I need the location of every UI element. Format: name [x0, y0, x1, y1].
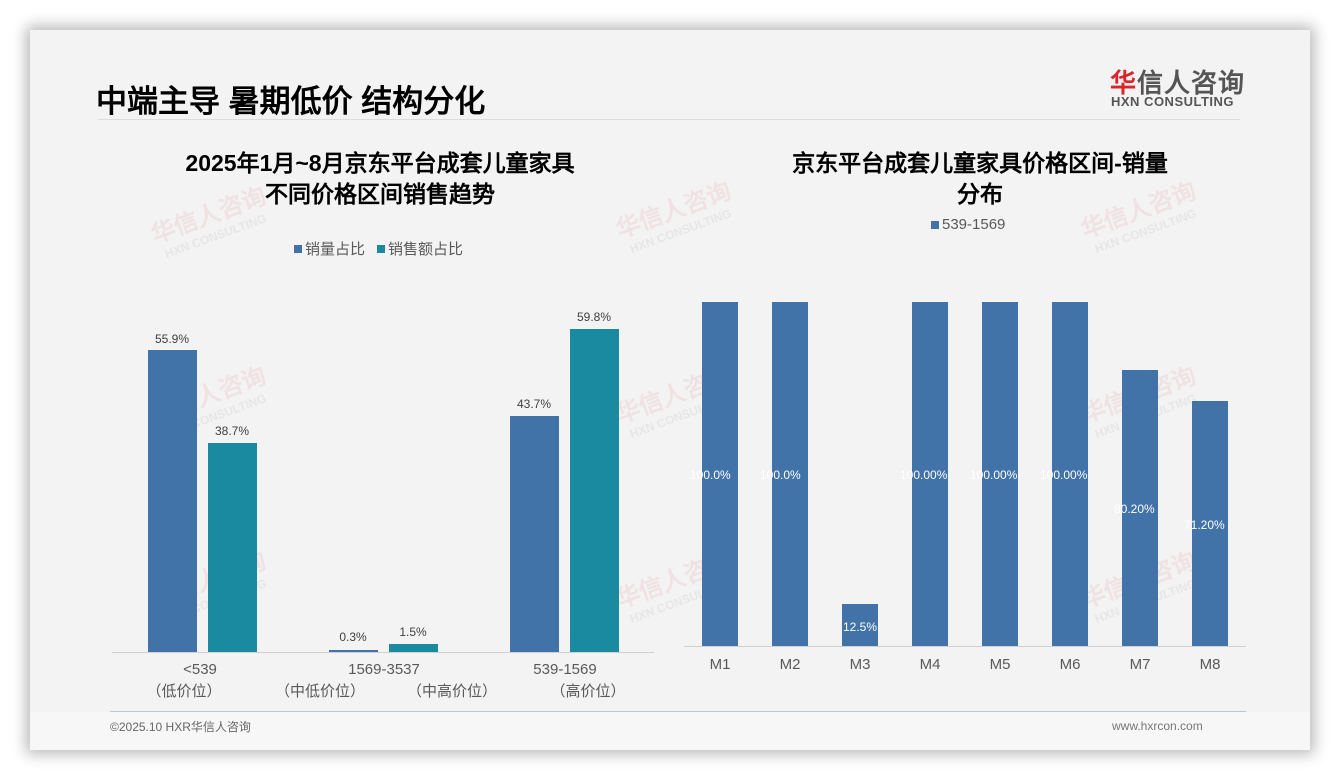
bar-m8: [1192, 401, 1228, 646]
data-label: 12.5%: [842, 620, 878, 634]
title-divider: [98, 119, 1240, 120]
right-chart-legend: 539-1569: [931, 216, 1005, 233]
x-tick-sublabel: （中低价位）: [274, 683, 365, 700]
x-tick-label: M8: [1199, 656, 1221, 673]
x-tick-sublabel: （中高价位）: [406, 683, 497, 700]
logo-subtitle: HXN CONSULTING: [1111, 94, 1235, 109]
legend-item: 销售额占比: [377, 238, 463, 259]
right-chart-title: 京东平台成套儿童家具价格区间-销量 分布: [792, 150, 1168, 207]
x-tick-label: M6: [1059, 656, 1081, 673]
bar-m7: [1122, 370, 1158, 646]
left-chart-title: 2025年1月~8月京东平台成套儿童家具 不同价格区间销售趋势: [185, 150, 575, 207]
bar-sales-amount-low: [208, 443, 257, 652]
legend-swatch-icon: [377, 244, 386, 253]
x-tick-label: M4: [919, 656, 941, 673]
data-label: 100.00%: [970, 468, 1018, 482]
footer-divider: [110, 711, 1246, 712]
bar-m4: [912, 302, 948, 646]
bar-m1: [702, 302, 738, 646]
data-label: 71.20%: [1184, 518, 1225, 532]
bar-sales-amount-high: [570, 329, 619, 652]
data-label: 80.20%: [1114, 502, 1155, 516]
slide: 华信人咨询 HXN CONSULTING 华信人咨询 HXN CONSULTING …: [30, 30, 1310, 750]
x-tick-label: <539: [183, 661, 217, 678]
x-tick-label: M7: [1129, 656, 1151, 673]
bar-sales-volume-high: [510, 416, 559, 652]
website-link[interactable]: www.hxrcon.com: [1112, 719, 1203, 733]
bar-sales-amount-mid: [389, 644, 438, 652]
footer: [30, 712, 1310, 750]
x-tick-sublabel: （低价位）: [146, 683, 222, 700]
x-tick-label: M1: [709, 656, 731, 673]
bar-m3: [842, 604, 878, 646]
x-tick-label: 1569-3537: [348, 661, 420, 678]
data-label: 100.00%: [1040, 468, 1088, 482]
left-chart-legend: 销量占比 销售额占比: [294, 238, 463, 259]
data-label: 0.3%: [339, 630, 367, 644]
legend-swatch-icon: [294, 244, 302, 253]
bar-m2: [772, 302, 808, 646]
legend-item: 销量占比: [294, 238, 365, 259]
x-tick-label: M5: [989, 656, 1011, 673]
bar-m5: [982, 302, 1018, 646]
x-tick-label: 539-1569: [533, 661, 597, 678]
bar-sales-volume-low: [148, 350, 197, 652]
data-label: 1.5%: [399, 625, 427, 639]
x-axis: [112, 652, 654, 653]
data-label: 38.7%: [214, 424, 250, 438]
data-label: 100.00%: [900, 468, 948, 482]
legend-item: 539-1569: [931, 216, 1005, 233]
bar-sales-volume-mid: [329, 650, 378, 652]
data-label: 100.0%: [690, 468, 731, 482]
data-label: 55.9%: [154, 332, 190, 346]
x-tick-label: M2: [779, 656, 801, 673]
data-label: 100.0%: [760, 468, 801, 482]
data-label: 43.7%: [516, 397, 552, 411]
legend-swatch-icon: [931, 220, 939, 229]
bar-m6: [1052, 302, 1088, 646]
x-tick-sublabel: （高价位）: [550, 683, 626, 700]
page-title: 中端主导 暑期低价 结构分化: [96, 84, 486, 119]
logo: 华信人咨询: [1110, 68, 1246, 98]
x-axis: [684, 646, 1246, 647]
copyright-text: ©2025.10 HXR华信人咨询: [110, 720, 251, 734]
x-tick-label: M3: [849, 656, 871, 673]
data-label: 59.8%: [576, 310, 612, 324]
